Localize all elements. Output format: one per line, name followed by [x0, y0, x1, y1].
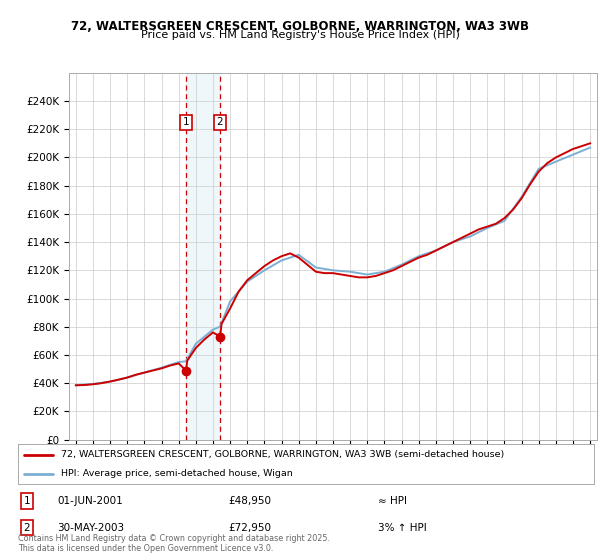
Text: 2: 2 [217, 117, 223, 127]
Text: 1: 1 [182, 117, 189, 127]
Text: 2: 2 [23, 522, 31, 533]
Text: Price paid vs. HM Land Registry's House Price Index (HPI): Price paid vs. HM Land Registry's House … [140, 30, 460, 40]
Text: 1: 1 [23, 496, 31, 506]
Text: £72,950: £72,950 [228, 522, 271, 533]
Text: Contains HM Land Registry data © Crown copyright and database right 2025.
This d: Contains HM Land Registry data © Crown c… [18, 534, 330, 553]
Text: 30-MAY-2003: 30-MAY-2003 [57, 522, 124, 533]
Bar [186, 73, 220, 440]
Text: 3% ↑ HPI: 3% ↑ HPI [378, 522, 427, 533]
Text: 01-JUN-2001: 01-JUN-2001 [57, 496, 123, 506]
Text: 72, WALTERSGREEN CRESCENT, GOLBORNE, WARRINGTON, WA3 3WB (semi-detached house): 72, WALTERSGREEN CRESCENT, GOLBORNE, WAR… [61, 450, 505, 459]
Text: ≈ HPI: ≈ HPI [378, 496, 407, 506]
Text: 72, WALTERSGREEN CRESCENT, GOLBORNE, WARRINGTON, WA3 3WB: 72, WALTERSGREEN CRESCENT, GOLBORNE, WAR… [71, 20, 529, 32]
Text: £48,950: £48,950 [228, 496, 271, 506]
Text: HPI: Average price, semi-detached house, Wigan: HPI: Average price, semi-detached house,… [61, 469, 293, 478]
